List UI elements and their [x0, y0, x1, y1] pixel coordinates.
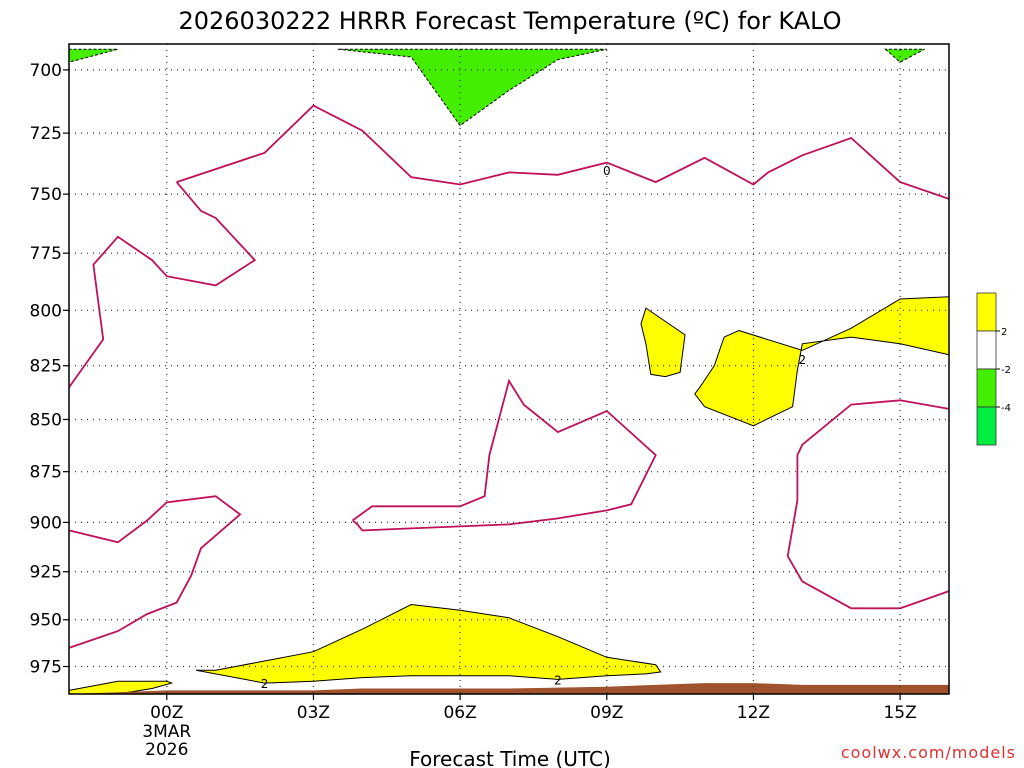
y-axis: 700 725 750 775 800 825 850 875 900 925 950 975 [30, 61, 69, 678]
colorbar-swatch [976, 330, 997, 370]
credit-text: coolwx.com/models [841, 743, 1016, 762]
contour-cold-patch-topleft [68, 48, 119, 63]
colorbar-swatch [976, 406, 997, 446]
colorbar-swatch [976, 368, 997, 408]
y-tick-label: 800 [30, 301, 62, 321]
colorbar-label: -4 [1001, 403, 1011, 414]
y-tick-label: 775 [30, 244, 62, 264]
x-tick-date: 3MAR [142, 722, 191, 742]
colorbar: 2 -2 -4 [976, 292, 1011, 446]
plot-frame [68, 43, 950, 695]
y-tick-label: 900 [30, 513, 62, 533]
contour-fills [68, 48, 950, 695]
contour-cold-patch-topright [884, 48, 925, 63]
x-tick-year: 2026 [145, 740, 188, 760]
colorbar-label: 2 [1001, 327, 1007, 338]
contour-label: 2 [261, 677, 269, 691]
contour-zero-line-mid [68, 495, 242, 649]
contour-label: 2 [554, 673, 562, 687]
colorbar-swatch [976, 292, 997, 332]
y-tick-label: 925 [30, 563, 62, 583]
y-tick-label: 750 [30, 185, 62, 205]
contour-warm-patch-small [640, 307, 686, 378]
contour-label: 2 [799, 353, 807, 367]
contour-zero-line-central [352, 378, 657, 532]
contour-cold-patch-top [337, 48, 607, 127]
x-tick-label: 15Z [883, 703, 916, 723]
contour-warm-patch-east [694, 296, 950, 427]
chart-title: 2026030222 HRRR Forecast Temperature (ºC… [178, 7, 841, 35]
x-axis-title: Forecast Time (UTC) [409, 747, 611, 768]
y-tick-label: 825 [30, 357, 62, 377]
contour-zero-line-upper-west [68, 181, 257, 388]
y-tick-label: 950 [30, 611, 62, 631]
x-tick-label: 03Z [297, 703, 330, 723]
grid [69, 44, 949, 694]
y-tick-label: 850 [30, 410, 62, 430]
contour-labels: 0 2 2 2 [261, 164, 807, 691]
contour-terrain [69, 683, 949, 694]
contour-zero-line-east [786, 399, 950, 610]
y-tick-label: 975 [30, 658, 62, 678]
contour-warm-patch-surface [196, 603, 662, 684]
y-tick-label: 725 [30, 124, 62, 144]
contour-lines [68, 104, 950, 649]
x-tick-label: 06Z [443, 703, 476, 723]
x-tick-label: 12Z [737, 703, 770, 723]
contour-zero-line-upper [176, 104, 950, 200]
x-tick-label: 00Z [150, 703, 183, 723]
y-tick-label: 875 [30, 463, 62, 483]
contour-label: 0 [603, 164, 611, 178]
colorbar-label: -2 [1001, 365, 1011, 376]
y-tick-label: 700 [30, 61, 62, 81]
x-tick-label: 09Z [590, 703, 623, 723]
